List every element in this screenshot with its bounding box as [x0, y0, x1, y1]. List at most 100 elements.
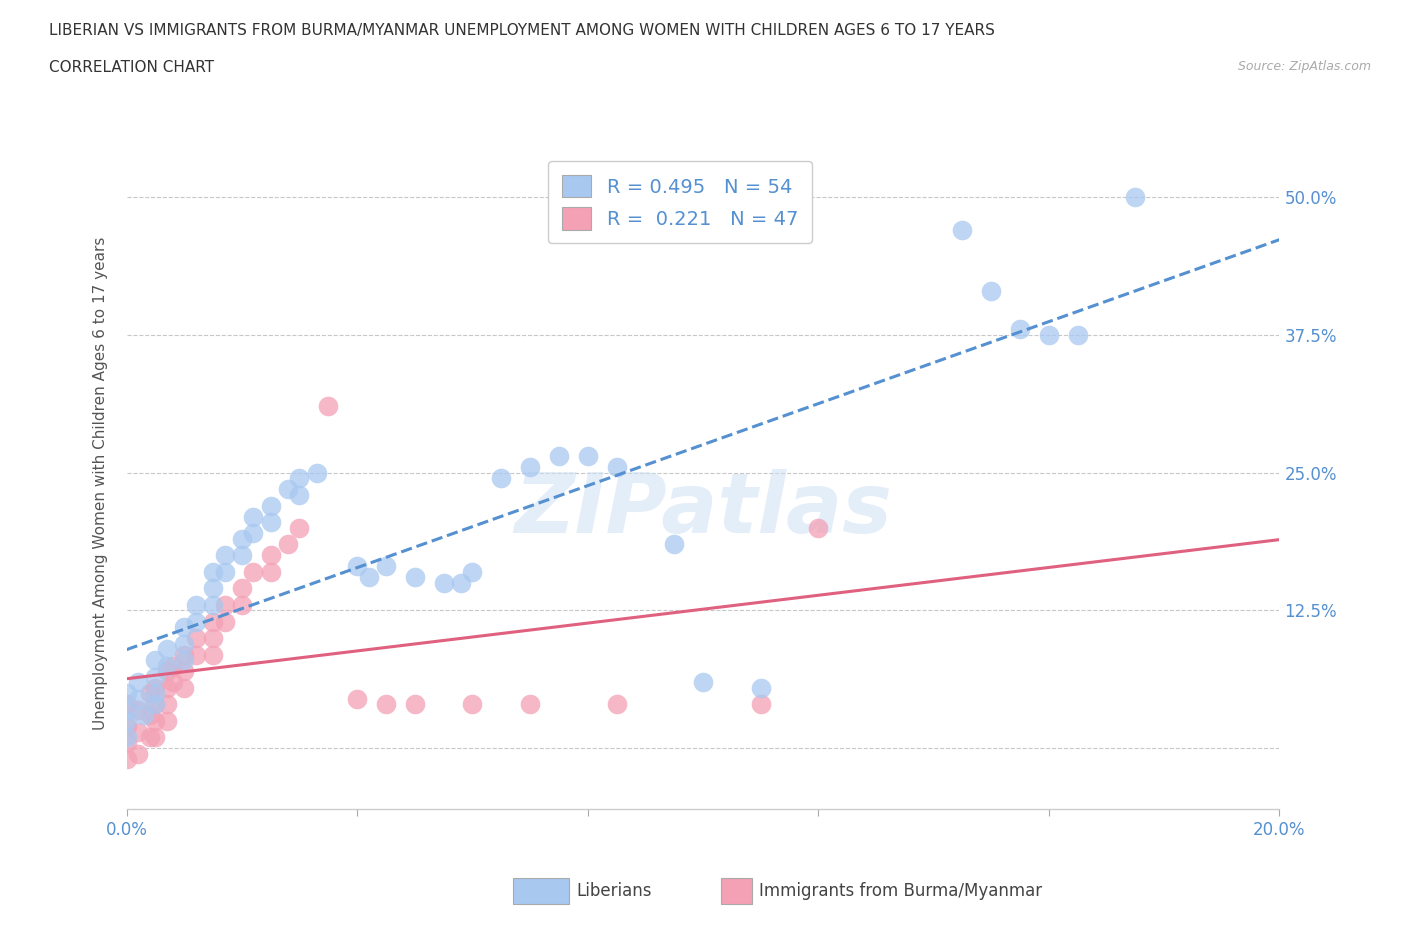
Point [145, 685, 166, 700]
Point [145, 670, 166, 684]
Point [127, 691, 149, 706]
Point [138, 708, 160, 723]
Point [173, 619, 195, 634]
Point [115, 702, 138, 717]
Point [156, 642, 179, 657]
Point [288, 487, 311, 502]
Point [202, 614, 225, 629]
Point [277, 482, 299, 497]
Point [156, 680, 179, 695]
Point [145, 680, 166, 695]
Point [173, 647, 195, 662]
Point [115, 697, 138, 711]
Point [132, 708, 155, 723]
Point [184, 598, 207, 613]
Point [127, 724, 149, 739]
Point [231, 531, 253, 546]
Point [173, 664, 195, 679]
Point [461, 697, 484, 711]
Point [980, 283, 1002, 298]
Point [127, 747, 149, 762]
Point [433, 576, 456, 591]
Point [664, 537, 686, 551]
Point [202, 598, 225, 613]
Point [692, 675, 714, 690]
Point [214, 548, 236, 563]
Point [115, 752, 138, 767]
Point [145, 697, 166, 711]
Point [156, 658, 179, 673]
Point [404, 697, 426, 711]
Point [450, 576, 472, 591]
Point [214, 614, 236, 629]
Point [346, 691, 368, 706]
Point [807, 520, 830, 535]
Point [145, 730, 166, 745]
Point [489, 471, 512, 485]
Point [548, 448, 571, 463]
Point [173, 653, 195, 668]
Point [259, 515, 281, 530]
Point [749, 680, 772, 695]
Point [162, 658, 184, 673]
Point [404, 570, 426, 585]
Point [145, 653, 166, 668]
Point [173, 680, 195, 695]
Point [156, 697, 179, 711]
Point [202, 631, 225, 645]
Point [173, 636, 195, 651]
Point [950, 222, 973, 237]
Point [357, 570, 380, 585]
Text: Immigrants from Burma/Myanmar: Immigrants from Burma/Myanmar [759, 882, 1042, 900]
Y-axis label: Unemployment Among Women with Children Ages 6 to 17 years: Unemployment Among Women with Children A… [93, 237, 108, 730]
Point [1067, 327, 1090, 342]
Point [374, 559, 398, 574]
Point [519, 459, 541, 474]
Point [202, 647, 225, 662]
Point [318, 399, 340, 414]
Point [202, 565, 225, 579]
Text: CORRELATION CHART: CORRELATION CHART [49, 60, 214, 75]
Point [184, 614, 207, 629]
Point [259, 498, 281, 513]
Point [231, 548, 253, 563]
Point [749, 697, 772, 711]
Point [138, 730, 160, 745]
Point [231, 598, 253, 613]
Point [277, 537, 299, 551]
Point [202, 581, 225, 596]
Point [115, 736, 138, 751]
Point [288, 520, 311, 535]
Point [184, 631, 207, 645]
Legend: R = 0.495   N = 54, R =  0.221   N = 47: R = 0.495 N = 54, R = 0.221 N = 47 [548, 161, 811, 243]
Point [259, 548, 281, 563]
Point [115, 685, 138, 700]
Point [374, 697, 398, 711]
Point [162, 675, 184, 690]
Text: Source: ZipAtlas.com: Source: ZipAtlas.com [1237, 60, 1371, 73]
Point [576, 448, 599, 463]
Point [346, 559, 368, 574]
Point [214, 598, 236, 613]
Point [242, 565, 264, 579]
Point [127, 702, 149, 717]
Text: LIBERIAN VS IMMIGRANTS FROM BURMA/MYANMAR UNEMPLOYMENT AMONG WOMEN WITH CHILDREN: LIBERIAN VS IMMIGRANTS FROM BURMA/MYANMA… [49, 23, 995, 38]
Point [145, 713, 166, 728]
Point [127, 675, 149, 690]
Point [605, 459, 627, 474]
Point [231, 581, 253, 596]
Point [184, 647, 207, 662]
Point [138, 685, 160, 700]
Point [115, 719, 138, 734]
Point [1123, 190, 1146, 205]
Point [1038, 327, 1060, 342]
Point [605, 697, 627, 711]
Point [242, 525, 264, 540]
Point [519, 697, 541, 711]
Point [461, 565, 484, 579]
Point [305, 465, 328, 480]
Point [259, 565, 281, 579]
Text: ZIPatlas: ZIPatlas [515, 469, 891, 551]
Point [156, 713, 179, 728]
Text: Liberians: Liberians [576, 882, 652, 900]
